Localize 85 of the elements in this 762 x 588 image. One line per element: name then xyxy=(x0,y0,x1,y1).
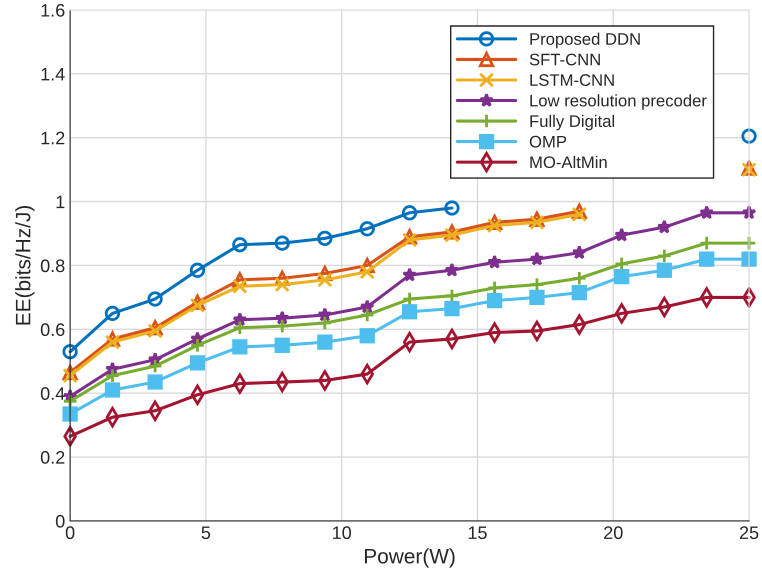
legend-label: Proposed DDN xyxy=(530,32,640,48)
y-tick-label: 1.6 xyxy=(42,4,64,17)
y-tick-label: 0 xyxy=(56,514,65,528)
point xyxy=(232,339,248,355)
y-tick-label: 0.6 xyxy=(40,323,64,336)
point xyxy=(317,334,332,350)
point xyxy=(572,245,587,260)
point xyxy=(232,278,248,294)
x-tick-label: 10 xyxy=(333,526,352,540)
x-axis-title: Power(W) xyxy=(364,548,455,568)
point xyxy=(104,368,120,384)
point xyxy=(572,284,587,300)
point xyxy=(147,291,163,307)
point xyxy=(274,235,290,251)
point xyxy=(699,251,714,267)
point xyxy=(104,306,120,322)
point xyxy=(232,320,248,336)
x-tick-label: 20 xyxy=(604,526,623,540)
point xyxy=(360,264,375,280)
point xyxy=(656,262,672,278)
point xyxy=(530,251,544,266)
point xyxy=(104,382,120,398)
point xyxy=(444,228,460,243)
legend-label: Low resolution precoder xyxy=(530,94,707,110)
point xyxy=(232,237,248,252)
point xyxy=(572,206,587,222)
y-tick-label: 1 xyxy=(56,196,64,208)
point xyxy=(190,355,206,371)
point xyxy=(444,262,460,277)
y-tick-label: 0.4 xyxy=(40,387,65,400)
point xyxy=(318,307,332,322)
point xyxy=(614,228,630,242)
point xyxy=(274,318,290,334)
legend-label: OMP xyxy=(530,136,566,148)
point xyxy=(487,254,502,269)
point xyxy=(104,334,120,350)
y-tick-label: 1.4 xyxy=(42,68,65,80)
legend-label: SFT-CNN xyxy=(530,54,600,66)
point xyxy=(190,298,206,314)
point xyxy=(486,292,502,308)
legend-label: MO-AltMin xyxy=(530,156,607,168)
point xyxy=(741,251,757,267)
point xyxy=(317,315,332,331)
point xyxy=(190,262,206,278)
point xyxy=(317,230,332,246)
point xyxy=(360,328,375,344)
point xyxy=(402,205,418,220)
point xyxy=(529,290,545,306)
x-tick-label: 0 xyxy=(66,526,74,540)
point xyxy=(62,406,78,422)
point xyxy=(529,214,545,230)
y-axis-title: EE(bits/Hz/J) xyxy=(15,206,35,325)
y-tick-label: 0.8 xyxy=(40,259,64,272)
point xyxy=(147,323,163,339)
point xyxy=(62,368,78,384)
legend-label: Fully Digital xyxy=(530,114,614,130)
point xyxy=(486,218,502,234)
point xyxy=(572,270,587,286)
point xyxy=(444,200,460,216)
point xyxy=(62,344,78,360)
point xyxy=(360,307,375,323)
x-tick-label: 5 xyxy=(202,526,210,540)
x-tick-label: 15 xyxy=(468,526,487,540)
point xyxy=(699,205,714,220)
point xyxy=(656,220,672,234)
point xyxy=(317,272,332,288)
point xyxy=(147,358,163,374)
point xyxy=(402,304,418,320)
point xyxy=(402,232,418,248)
y-tick-label: 0.2 xyxy=(40,451,64,464)
point xyxy=(699,235,714,251)
point xyxy=(741,128,757,144)
point xyxy=(656,248,672,264)
point xyxy=(147,374,163,390)
point xyxy=(274,277,290,292)
y-tick-label: 1.2 xyxy=(42,132,64,144)
x-tick-label: 25 xyxy=(740,526,758,540)
point xyxy=(190,338,206,353)
point xyxy=(444,300,460,316)
point xyxy=(360,221,375,236)
point xyxy=(741,235,757,251)
point xyxy=(614,269,630,284)
point xyxy=(402,267,417,282)
legend-label: LSTM-CNN xyxy=(530,74,614,86)
point xyxy=(274,338,290,353)
